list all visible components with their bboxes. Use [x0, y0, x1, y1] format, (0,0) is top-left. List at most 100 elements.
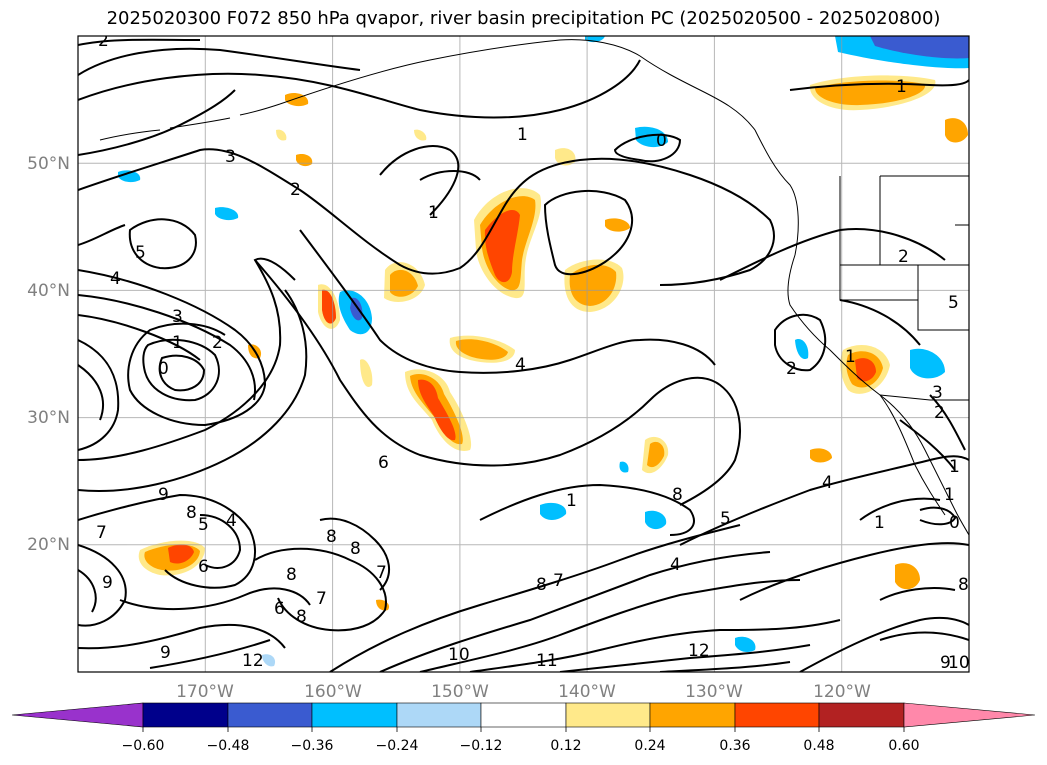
contour-label: 9	[940, 653, 951, 673]
shading-negative	[540, 502, 567, 520]
contour-line	[78, 224, 126, 246]
shading-negative	[795, 339, 809, 360]
coastlines	[99, 39, 969, 536]
contour-line	[659, 661, 791, 672]
contour-line	[329, 524, 741, 672]
shading-positive	[855, 358, 876, 382]
shading-negative	[215, 207, 239, 221]
shading-positive	[276, 129, 287, 141]
contour-line	[419, 579, 801, 672]
contour-label: 1	[517, 125, 528, 145]
contour-line	[78, 89, 236, 156]
lon-label-120w: 120°W	[813, 682, 871, 702]
contour-line	[559, 644, 811, 672]
contour-label: 2	[786, 359, 797, 379]
shading-positive	[895, 563, 920, 590]
contour-label: 9	[102, 573, 113, 593]
map-panel: 2 1 3 2 1 5 4 3 2 1 0 1 0 4 6 2 5 2 1 3 …	[78, 31, 969, 673]
shading-negative	[645, 510, 667, 530]
shading-negative	[635, 126, 668, 148]
contour-label: 1	[428, 203, 439, 223]
shading-negative	[262, 654, 276, 667]
contour-line	[319, 517, 390, 591]
colorbar-bin	[649, 702, 736, 728]
mexico-border	[879, 394, 969, 401]
contour-label: 4	[226, 511, 237, 531]
contour-label: 11	[536, 651, 558, 671]
colorbar-tick-label: −0.24	[376, 738, 419, 754]
contour-label: 12	[242, 651, 264, 671]
shading-negative	[735, 636, 756, 653]
colorbar-tick-label: 0.36	[719, 738, 750, 754]
contour-line	[613, 133, 682, 163]
colorbar-bin	[734, 702, 820, 728]
contour-line	[929, 394, 966, 451]
contour-line	[158, 354, 206, 392]
contour-label: 7	[316, 589, 327, 609]
contour-label: 0	[158, 359, 169, 379]
map-frame	[77, 35, 970, 673]
contour-label: 5	[135, 243, 146, 263]
colorbar-bin	[818, 702, 905, 728]
colorbar-extend-low	[11, 702, 144, 728]
chart-title: 2025020300 F072 850 hPa qvapor, river ba…	[106, 8, 941, 29]
contour-label: 2	[98, 31, 109, 51]
qvapor-contours	[78, 38, 969, 672]
contour-label: 5	[948, 293, 959, 313]
colorbar-ticks	[142, 727, 905, 732]
alaska-coastline	[279, 39, 799, 256]
contour-line	[774, 313, 827, 372]
contour-line	[254, 547, 387, 632]
contour-line	[679, 455, 969, 546]
colorbar-extend-high	[903, 702, 1036, 728]
contour-line	[78, 314, 201, 361]
contour-label: 9	[160, 643, 171, 663]
contour-label: 5	[198, 515, 209, 535]
contour-label: 8	[536, 575, 547, 595]
colorbar-tick-label: 0.48	[803, 738, 834, 754]
shading-negative	[910, 348, 945, 379]
shading-positive	[360, 359, 373, 388]
contour-line	[839, 299, 921, 346]
contour-label: 7	[96, 523, 107, 543]
lon-label-140w: 140°W	[558, 682, 616, 702]
contour-label: 8	[296, 607, 307, 627]
colorbar-bin	[227, 702, 313, 728]
contour-label: 8	[350, 539, 361, 559]
colorbar-tick-label: 0.60	[888, 738, 919, 754]
contour-line	[859, 497, 941, 521]
contour-line	[379, 551, 771, 672]
contour-label: 10	[448, 645, 470, 665]
contour-label: 3	[172, 307, 183, 327]
baja-coastline	[879, 394, 946, 516]
contour-line	[899, 419, 956, 471]
contour-label: 1	[874, 513, 885, 533]
shading-positive	[414, 129, 427, 141]
contour-label: 8	[286, 565, 297, 585]
contour-line	[78, 289, 308, 492]
shading-negative	[619, 461, 629, 473]
contour-line	[78, 569, 97, 613]
contour-label: 7	[553, 571, 564, 591]
contour-line	[78, 38, 201, 46]
contour-label: 8	[186, 503, 197, 523]
contour-labels: 2 1 3 2 1 5 4 3 2 1 0 1 0 4 6 2 5 2 1 3 …	[96, 31, 969, 673]
contour-line	[739, 542, 969, 601]
shading-negative	[118, 170, 141, 183]
shading-positive	[647, 441, 665, 468]
colorbar-tick-label: −0.36	[291, 738, 334, 754]
contour-line	[789, 79, 969, 91]
shading-positive	[815, 80, 926, 106]
contour-line	[142, 338, 220, 402]
contour-label: 7	[376, 563, 387, 583]
lat-label-50n: 50°N	[27, 154, 70, 174]
contour-label: 4	[822, 473, 833, 493]
contour-line	[78, 148, 775, 286]
colorbar-tick-label: −0.48	[207, 738, 250, 754]
contour-line	[799, 616, 969, 672]
contour-line	[379, 145, 460, 216]
contour-label: 2	[898, 247, 909, 267]
contour-label: 1	[896, 77, 907, 97]
contour-label: 1	[949, 457, 960, 477]
